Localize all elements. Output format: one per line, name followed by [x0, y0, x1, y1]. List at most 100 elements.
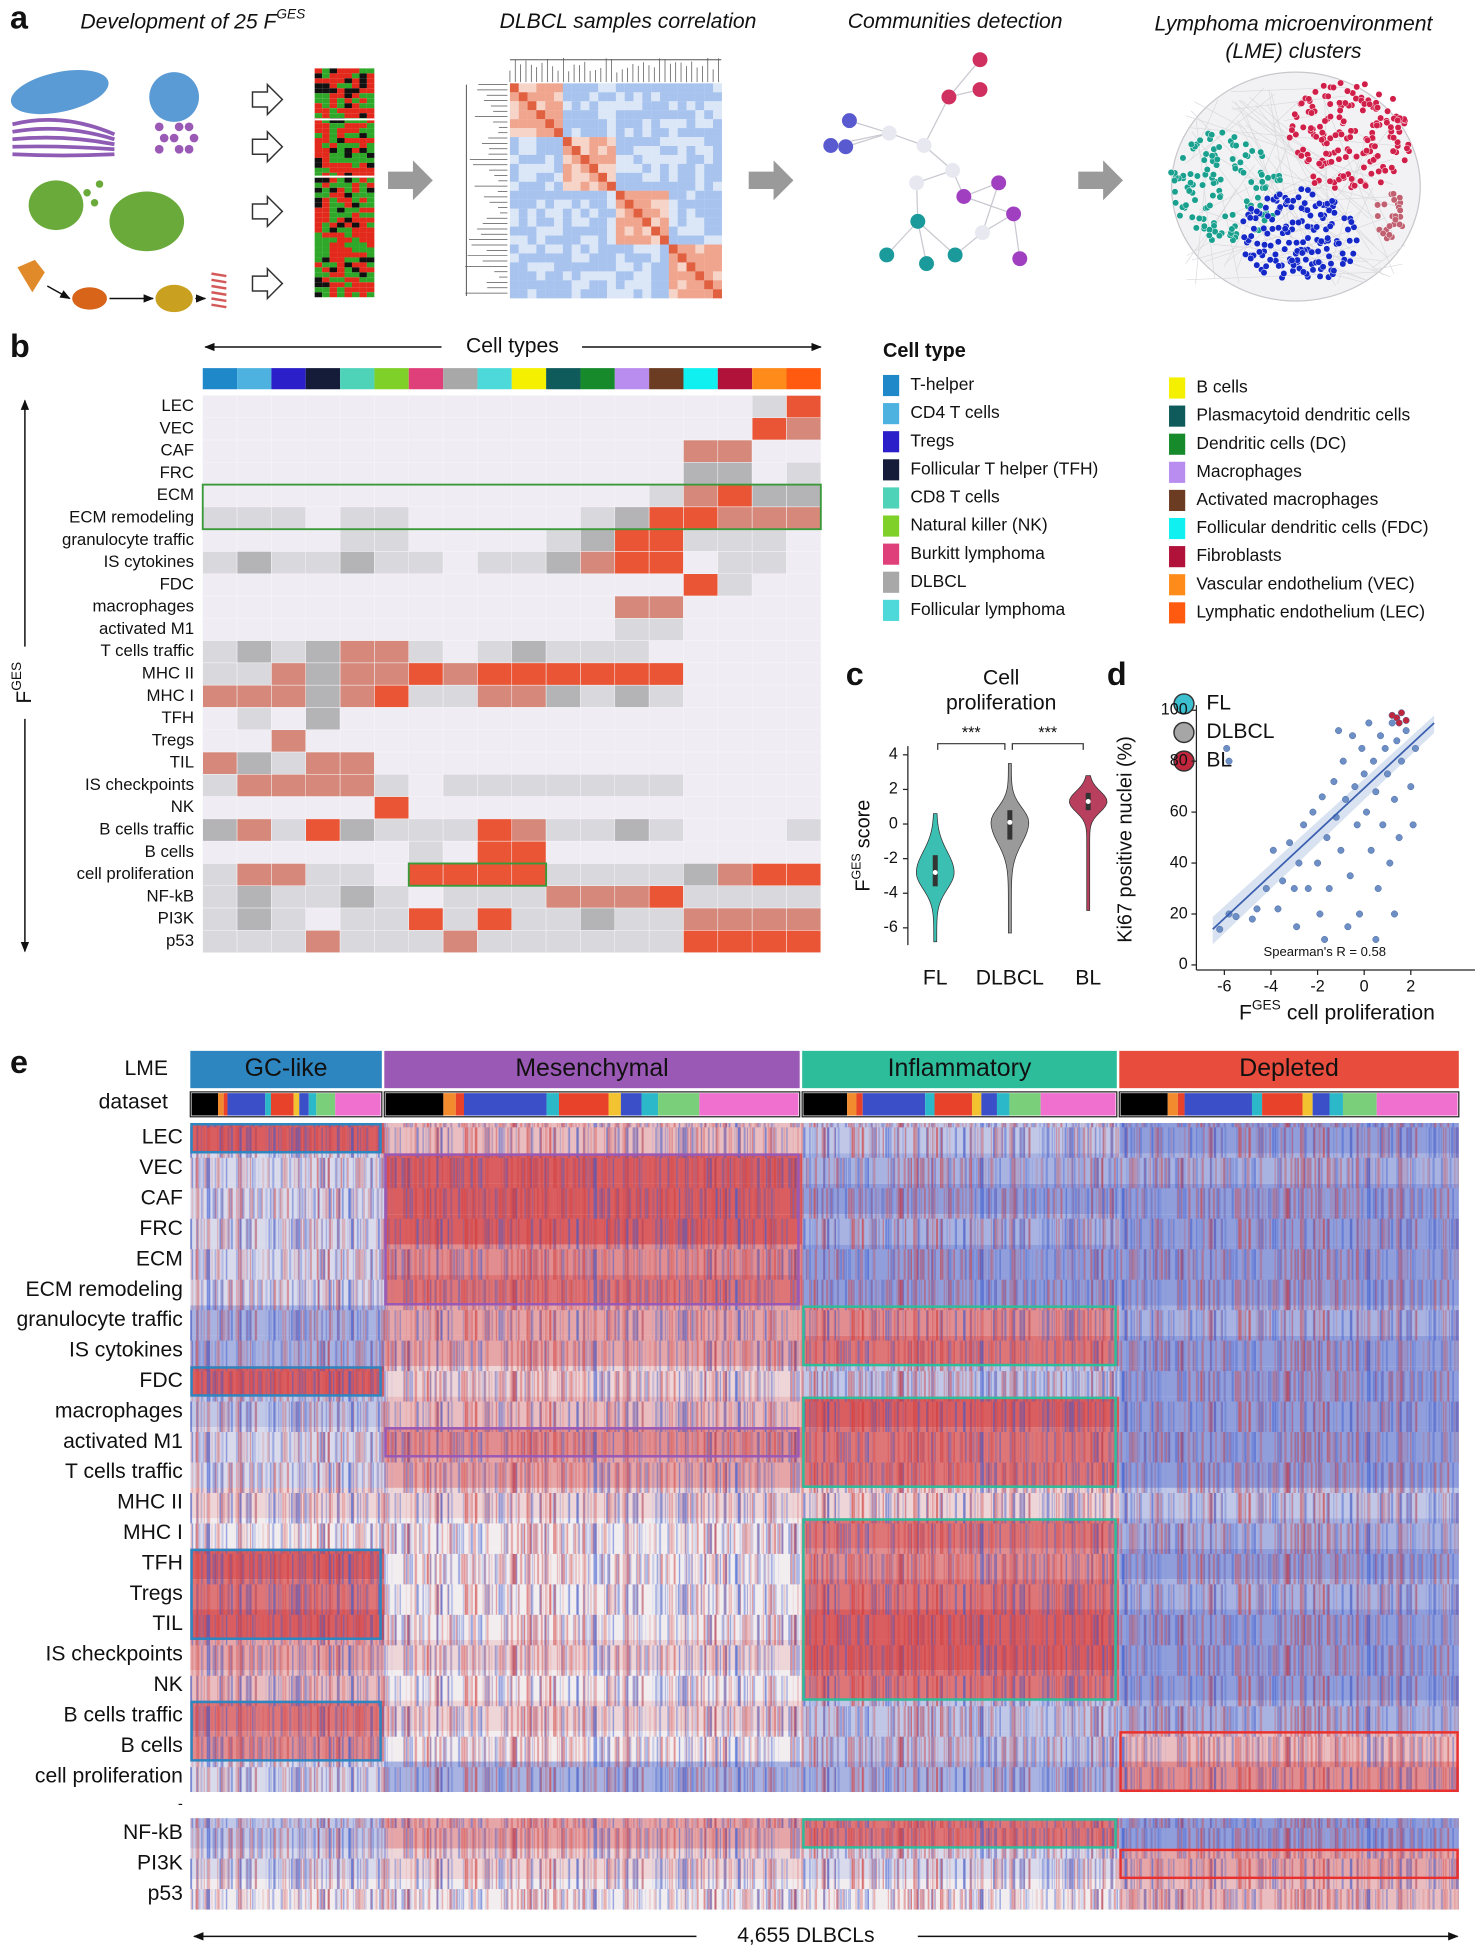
expression-cell: [351, 88, 360, 94]
expression-cell: [322, 68, 330, 74]
correlation-cell: [562, 154, 572, 165]
dot-icon: [154, 122, 164, 132]
heatmap-cell: [511, 930, 547, 953]
heatmap-cell: [717, 729, 753, 753]
heatmap-cell: [545, 796, 581, 820]
correlation-cell: [704, 253, 714, 263]
expression-cell: [329, 147, 338, 153]
correlation-cell: [536, 271, 546, 281]
heatmap-cell: [236, 439, 272, 463]
heatmap-cell: [202, 774, 238, 797]
axis-title: Cell types: [466, 335, 559, 358]
correlation-cell: [660, 110, 669, 120]
correlation-cell: [642, 146, 652, 156]
heatmap-cell: [614, 684, 650, 708]
correlation-cell: [660, 92, 669, 102]
cluster-point: [1255, 248, 1263, 256]
correlation-cell: [624, 172, 634, 182]
dna-icon: [211, 284, 227, 290]
correlation-cell: [704, 244, 714, 254]
expression-cell: [344, 162, 352, 168]
expression-cell: [366, 113, 375, 119]
cell-type-color: [717, 368, 753, 390]
cluster-point: [1253, 261, 1261, 269]
expression-cell: [314, 272, 323, 278]
scatter-point: [1342, 795, 1350, 803]
cluster-point: [1311, 88, 1319, 96]
correlation-cell: [633, 181, 643, 191]
pathway-arrow: [46, 285, 71, 300]
cluster-point: [1327, 158, 1335, 166]
expression-cell: [337, 138, 345, 144]
correlation-cell: [607, 146, 616, 156]
expression-cell: [351, 68, 360, 74]
cluster-point: [1324, 92, 1332, 100]
expression-cell: [337, 192, 345, 198]
scatter-point: [1384, 770, 1391, 778]
correlation-cell: [554, 110, 564, 120]
cluster-point: [1195, 214, 1203, 222]
correlation-cell: [660, 119, 669, 129]
heatmap-cell: [374, 751, 410, 775]
correlation-cell: [536, 146, 546, 156]
heatmap-cell: [442, 885, 478, 909]
correlation-cell: [695, 217, 705, 227]
expression-cell: [314, 287, 323, 293]
correlation-cell: [660, 163, 669, 173]
correlation-cell: [686, 119, 696, 129]
expression-cell: [337, 202, 345, 208]
heatmap-cell: [305, 796, 341, 820]
expression-cell: [322, 222, 330, 228]
correlation-cell: [660, 235, 669, 245]
correlation-cell: [686, 110, 696, 120]
cluster-point: [1215, 232, 1223, 240]
legend-label: Follicular T helper (TFH): [910, 458, 1098, 478]
expression-cell: [344, 222, 352, 228]
scatter-point: [1330, 778, 1338, 786]
heatmap-cell: [614, 551, 650, 575]
cluster-point: [1253, 207, 1261, 215]
correlation-cell: [536, 280, 546, 290]
scatter-point: [1402, 727, 1410, 735]
median: [1085, 799, 1091, 805]
legend-swatch: [883, 571, 900, 593]
expression-cell: [344, 217, 352, 223]
legend-marker: [1173, 693, 1195, 715]
dataset-segment: [608, 1093, 621, 1116]
correlation-cell: [580, 92, 590, 102]
cluster-point: [1268, 225, 1276, 233]
correlation-cell: [554, 190, 564, 200]
cluster-point: [1336, 106, 1344, 114]
network-edge: [923, 96, 950, 146]
heatmap-cell: [202, 885, 238, 909]
correlation-cell: [562, 172, 572, 182]
expression-cell: [359, 128, 367, 134]
dot-icon: [154, 144, 164, 154]
axis-title: FGES cell proliferation: [1239, 998, 1435, 1024]
correlation-cell: [536, 226, 546, 236]
correlation-cell: [660, 271, 669, 281]
heatmap-cell: [545, 528, 581, 552]
expression-cell: [359, 108, 367, 114]
legend-swatch: [1169, 489, 1186, 512]
dataset-segment: [620, 1093, 642, 1116]
correlation-cell: [704, 119, 714, 129]
network-node: [1006, 206, 1022, 222]
heatmap-cell: [271, 640, 307, 664]
heatmap-cell: [442, 551, 478, 575]
row-label: granulocyte traffic: [16, 1308, 182, 1331]
correlation-cell: [686, 172, 696, 182]
cluster-point: [1200, 156, 1208, 164]
correlation-cell: [668, 289, 678, 299]
correlation-cell: [686, 280, 696, 290]
correlation-cell: [695, 92, 705, 102]
correlation-cell: [598, 190, 608, 200]
correlation-cell: [624, 101, 634, 111]
axis-title: 4,655 DLBCLs: [737, 1924, 874, 1947]
cluster-point: [1176, 212, 1184, 220]
correlation-cell: [518, 262, 528, 272]
expression-cell: [337, 167, 345, 173]
cluster-point: [1205, 231, 1213, 239]
correlation-cell: [562, 101, 572, 111]
